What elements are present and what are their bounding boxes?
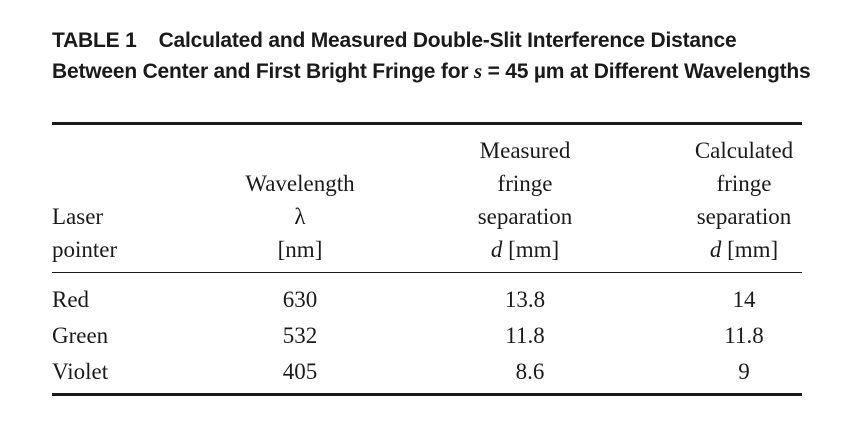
header-laser-line1: Laser bbox=[52, 204, 104, 229]
header-calculated: Calculated fringe separation d [mm] bbox=[644, 134, 844, 266]
table-number: TABLE 1 bbox=[52, 29, 137, 52]
header-measured-line1: Measured bbox=[479, 138, 571, 163]
header-laser-line2: pointer bbox=[52, 237, 118, 262]
header-calculated-line2: fringe bbox=[716, 171, 772, 196]
caption-unit: µm bbox=[533, 60, 565, 83]
header-measured-line2: fringe bbox=[497, 171, 553, 196]
table-cell-calculated: 11.8 bbox=[724, 323, 764, 348]
header-laser-pointer: Laser pointer bbox=[52, 200, 117, 266]
table-cell-calculated: 14 bbox=[732, 287, 756, 312]
table-cell-calculated: 9 bbox=[738, 359, 750, 384]
header-calculated-var: d bbox=[709, 237, 722, 262]
table-top-rule bbox=[52, 122, 802, 125]
header-calculated-line4: d [mm] bbox=[644, 233, 844, 266]
header-calculated-line1: Calculated bbox=[694, 138, 794, 163]
table-cell-laser: Red bbox=[52, 287, 90, 312]
caption-symbol: s bbox=[473, 59, 482, 83]
header-wavelength: Wavelength λ [nm] bbox=[200, 167, 400, 266]
table-header-rule bbox=[52, 272, 802, 274]
table-cell-wavelength: 405 bbox=[282, 359, 318, 384]
table-cell-measured: 11.8 bbox=[505, 323, 545, 348]
caption-title-part1: Calculated and Measured Double-Slit Inte… bbox=[52, 29, 737, 83]
table-cell-measured: 13.8 bbox=[504, 287, 546, 312]
table-cell-laser: Green bbox=[52, 323, 109, 348]
table-cell-measured: 8.6 bbox=[515, 359, 545, 384]
caption-title-part3: at Different Wavelengths bbox=[564, 60, 811, 83]
header-calculated-line3: separation bbox=[696, 204, 792, 229]
header-wavelength-line1: Wavelength bbox=[245, 171, 355, 196]
table-bottom-rule bbox=[52, 393, 802, 396]
table-cell-wavelength: 532 bbox=[282, 323, 318, 348]
caption-title-part2: = 45 bbox=[481, 60, 534, 83]
table-cell-wavelength: 630 bbox=[282, 287, 318, 312]
header-wavelength-line3: [nm] bbox=[277, 237, 323, 262]
header-measured-line3: separation bbox=[477, 204, 573, 229]
header-calculated-unit: [mm] bbox=[721, 237, 779, 262]
table-cell-laser: Violet bbox=[52, 359, 109, 384]
header-measured-var: d bbox=[490, 237, 503, 262]
table-caption: TABLE 1 Calculated and Measured Double-Sl… bbox=[52, 26, 822, 87]
header-measured: Measured fringe separation d [mm] bbox=[425, 134, 625, 266]
header-wavelength-line2: λ bbox=[294, 204, 306, 229]
header-measured-unit: [mm] bbox=[502, 237, 560, 262]
header-measured-line4: d [mm] bbox=[425, 233, 625, 266]
